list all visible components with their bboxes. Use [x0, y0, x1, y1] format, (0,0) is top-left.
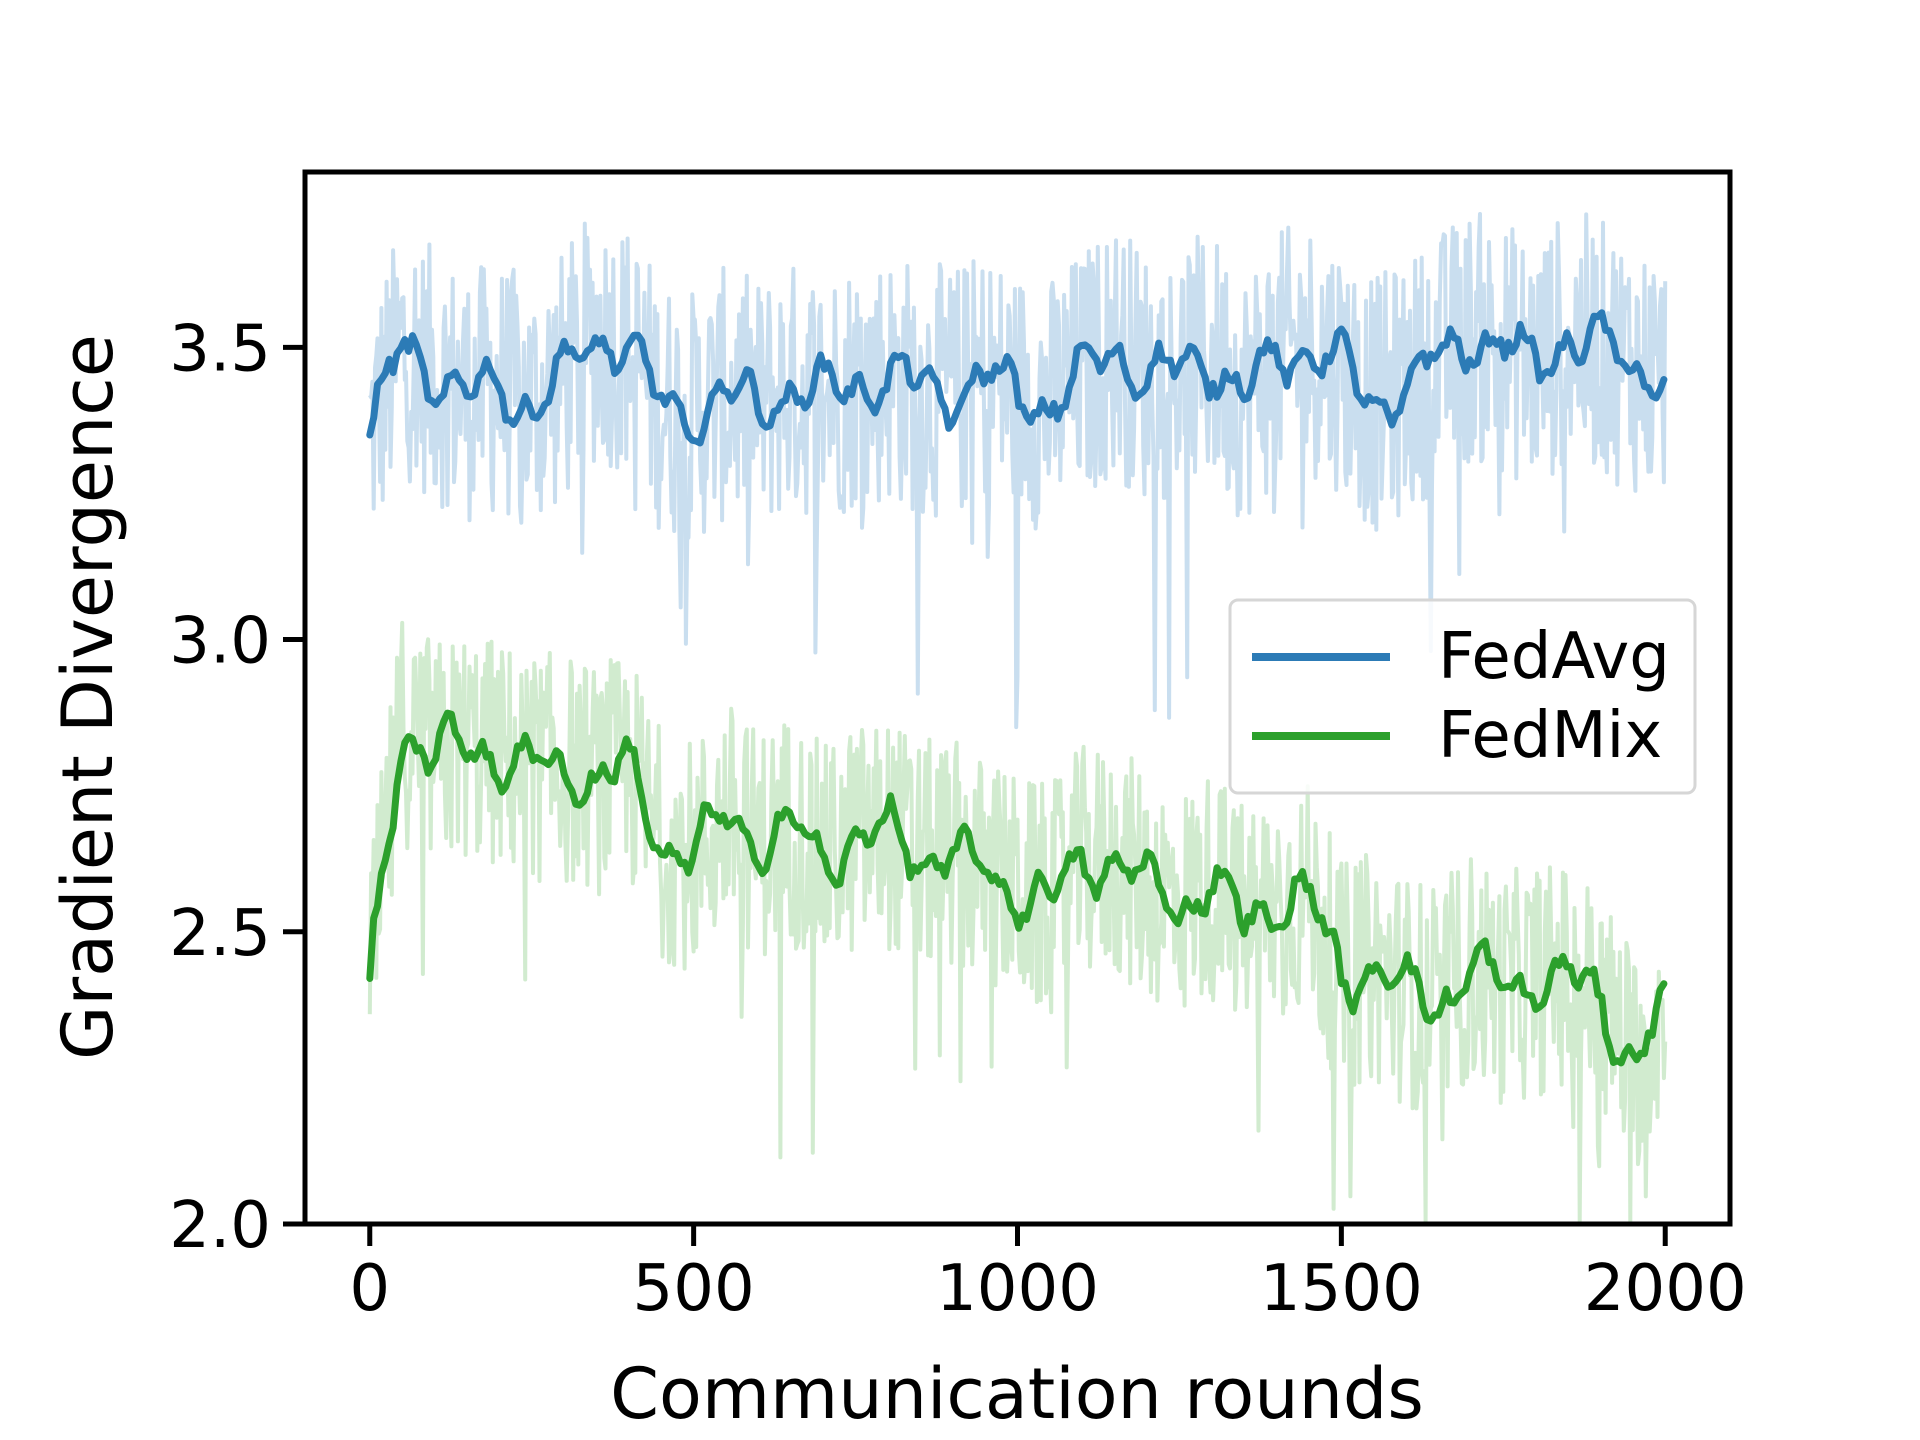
x-tick-label-2000: 2000 — [1584, 1252, 1747, 1326]
raw-line-fedavg — [368, 212, 1668, 730]
x-tick-label-1500: 1500 — [1260, 1252, 1423, 1326]
legend-box — [1228, 598, 1697, 795]
y-tick-label-2.5: 2.5 — [169, 897, 271, 971]
axis-ticks: 0 500 1000 1500 2000 2.0 2.5 3.0 3.5 — [169, 312, 1746, 1326]
legend: FedAvg FedMix — [1228, 598, 1697, 795]
series-line-fedmix — [366, 709, 1668, 1067]
legend-label-fedavg: FedAvg — [1438, 620, 1670, 694]
raw-noise-layer — [367, 212, 1668, 1224]
series-line-fedavg — [366, 309, 1668, 447]
y-tick-label-3: 3.0 — [169, 605, 271, 679]
smoothed-lines-layer — [366, 309, 1668, 1067]
x-tick-label-500: 500 — [633, 1252, 755, 1326]
x-tick-label-0: 0 — [349, 1252, 390, 1326]
y-tick-label-3.5: 3.5 — [169, 312, 271, 386]
x-axis-label: Communication rounds — [610, 1353, 1424, 1435]
legend-label-fedmix: FedMix — [1438, 699, 1662, 773]
y-axis-label: Gradient Divergence — [47, 334, 129, 1060]
x-tick-label-1000: 1000 — [936, 1252, 1099, 1326]
raw-line-fedmix — [367, 620, 1668, 1224]
y-tick-label-2: 2.0 — [169, 1189, 271, 1263]
